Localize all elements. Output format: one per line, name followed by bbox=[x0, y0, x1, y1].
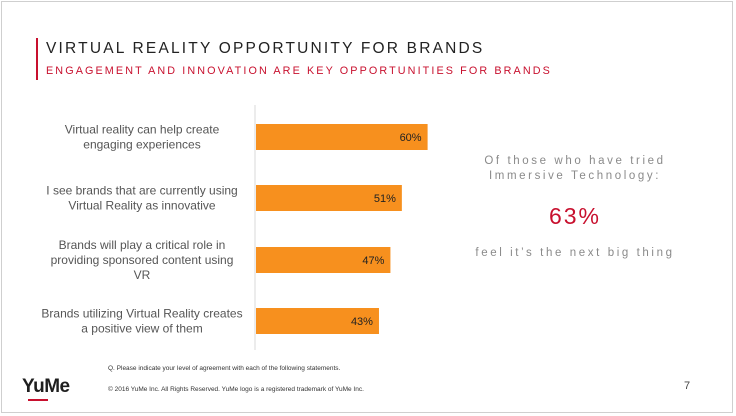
yume-logo: YuMe bbox=[22, 376, 70, 397]
category-label-1-line-2: engaging experiences bbox=[83, 138, 200, 152]
bar-value-label-3: 47% bbox=[362, 255, 384, 267]
bar-2 bbox=[256, 185, 402, 211]
category-label-3-line-1: Brands will play a critical role in bbox=[59, 238, 226, 252]
bar-1 bbox=[256, 124, 428, 150]
callout-intro: Of those who have tried Immersive Techno… bbox=[460, 154, 690, 184]
bar-value-label-2: 51% bbox=[374, 193, 396, 205]
slide-subtitle: ENGAGEMENT AND INNOVATION ARE KEY OPPORT… bbox=[46, 65, 552, 77]
yume-logo-underline bbox=[28, 399, 48, 401]
survey-question-footnote: Q. Please indicate your level of agreeme… bbox=[108, 365, 341, 372]
category-label-4-line-2: a positive view of them bbox=[81, 322, 202, 336]
category-label-1-line-1: Virtual reality can help create bbox=[65, 123, 220, 137]
callout-intro-line-1: Of those who have tried bbox=[484, 155, 666, 167]
page-number: 7 bbox=[684, 380, 691, 392]
category-label-3-line-2: providing sponsored content using bbox=[51, 253, 234, 267]
category-label-4-line-1: Brands utilizing Virtual Reality creates bbox=[41, 307, 242, 321]
category-label-4: Brands utilizing Virtual Reality creates… bbox=[41, 307, 242, 336]
bar-chart: 60% Virtual reality can help create engagi… bbox=[41, 105, 428, 350]
bar-3 bbox=[256, 247, 391, 273]
title-accent-bar bbox=[36, 38, 38, 80]
slide-title: VIRTUAL REALITY OPPORTUNITY FOR BRANDS bbox=[46, 40, 485, 57]
category-label-2-line-2: Virtual Reality as innovative bbox=[68, 199, 216, 213]
callout-stat: 63% bbox=[548, 203, 602, 229]
category-label-1: Virtual reality can help create engaging … bbox=[65, 123, 220, 152]
category-label-2: I see brands that are currently using Vir… bbox=[46, 184, 237, 213]
category-label-2-line-1: I see brands that are currently using bbox=[46, 184, 237, 198]
category-label-3: Brands will play a critical role in provi… bbox=[51, 238, 234, 282]
bar-value-label-1: 60% bbox=[400, 132, 422, 144]
copyright-footnote: © 2016 YuMe Inc. All Rights Reserved. Yu… bbox=[108, 386, 364, 393]
category-label-3-line-3: VR bbox=[134, 268, 151, 282]
bar-value-label-4: 43% bbox=[351, 316, 373, 328]
callout-intro-line-2: Immersive Technology: bbox=[489, 170, 661, 182]
bar-4 bbox=[256, 308, 379, 334]
callout-note: feel it’s the next big thing bbox=[475, 247, 675, 259]
